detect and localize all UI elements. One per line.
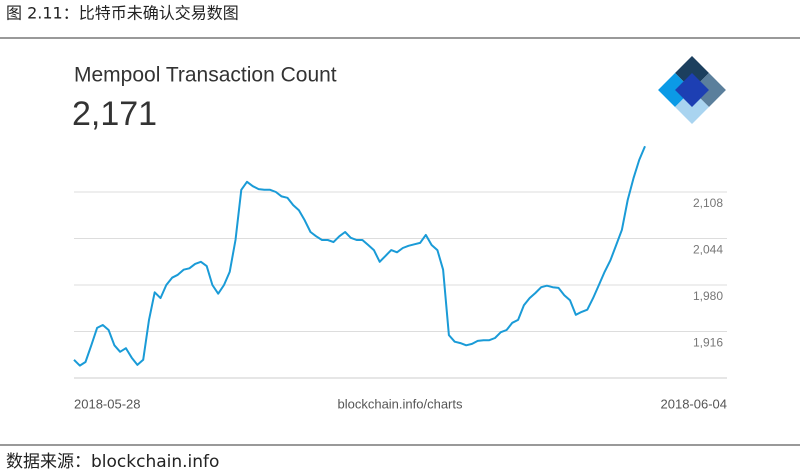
x-tick-label: 2018-06-04: [661, 396, 728, 411]
figure-caption: 图 2.11：比特币未确认交易数图: [6, 4, 239, 23]
y-tick-label: 1,916: [693, 336, 723, 350]
y-tick-label: 1,980: [693, 289, 723, 303]
y-tick-label: 2,044: [693, 243, 723, 257]
y-tick-label: 2,108: [693, 196, 723, 210]
logo: [658, 56, 726, 124]
source-label: blockchain.info/charts: [337, 396, 463, 411]
x-tick-label: 2018-05-28: [74, 396, 141, 411]
source-note: 数据来源：blockchain.info: [6, 452, 219, 472]
headline-value: 2,171: [72, 95, 157, 133]
chart-title: Mempool Transaction Count: [74, 64, 337, 87]
data-line: [73, 145, 646, 367]
